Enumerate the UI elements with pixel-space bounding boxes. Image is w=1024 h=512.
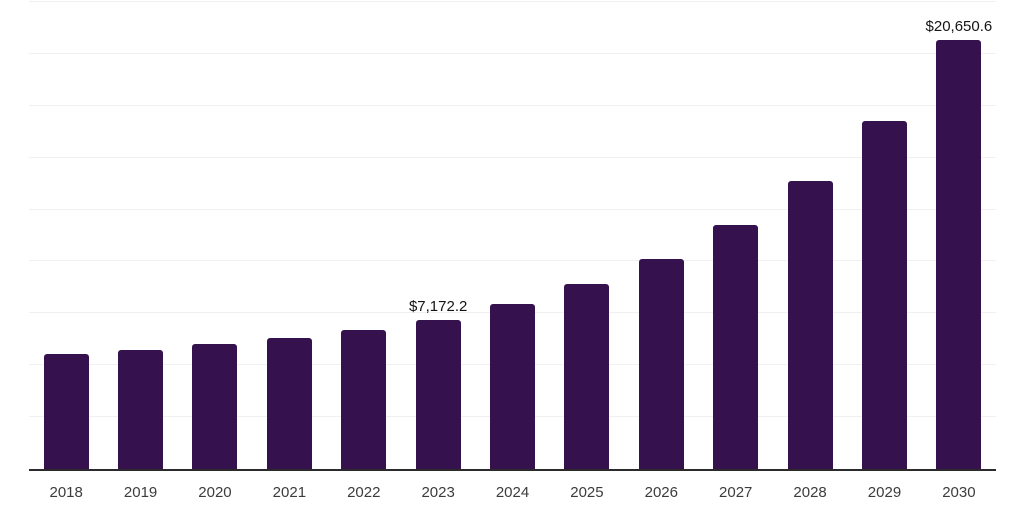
- bar-2026[interactable]: [638, 259, 684, 469]
- bar-column-2029: [847, 2, 921, 469]
- data-label-2023: $7,172.2: [408, 298, 468, 316]
- bar-column-2026: [624, 2, 698, 469]
- x-tick-2028: 2028: [793, 484, 827, 501]
- x-tick-2030: 2030: [942, 484, 976, 501]
- bar-columns: $7,172.2 $20,650.6: [29, 2, 996, 469]
- x-tick-2025: 2025: [570, 484, 604, 501]
- bar-2030[interactable]: [936, 40, 982, 469]
- bar-2028[interactable]: [787, 181, 833, 469]
- bar-2022[interactable]: [341, 330, 387, 469]
- bar-2020[interactable]: [192, 343, 238, 469]
- bar-column-2018: [29, 2, 103, 469]
- bar-2025[interactable]: [564, 283, 610, 469]
- data-label-2030: $20,650.6: [925, 18, 993, 36]
- bar-2018[interactable]: [43, 353, 89, 469]
- bar-column-2020: [178, 2, 252, 469]
- bar-column-2019: [103, 2, 177, 469]
- x-tick-2021: 2021: [272, 484, 307, 501]
- bar-column-2023: $7,172.2: [401, 2, 475, 469]
- bar-column-2021: [252, 2, 326, 469]
- x-tick-2024: 2024: [495, 484, 530, 501]
- bar-column-2024: [475, 2, 549, 469]
- bar-column-2028: [773, 2, 847, 469]
- bar-2023[interactable]: [415, 320, 461, 469]
- x-tick-2026: 2026: [644, 484, 678, 501]
- x-tick-2022: 2022: [347, 484, 381, 501]
- bar-2024[interactable]: [490, 303, 536, 469]
- bar-column-2030: $20,650.6: [922, 2, 996, 469]
- bar-column-2027: [699, 2, 773, 469]
- x-tick-2027: 2027: [719, 484, 753, 501]
- bar-2019[interactable]: [118, 349, 164, 469]
- bar-column-2025: [550, 2, 624, 469]
- bar-2027[interactable]: [713, 224, 759, 469]
- plot-area: $7,172.2 $20,650.6: [29, 1, 996, 471]
- x-axis: 2018 2019 2020 2021 2022 2023 2024 2025 2026 2027…: [29, 484, 996, 501]
- x-tick-2029: 2029: [867, 484, 902, 501]
- bar-column-2022: [327, 2, 401, 469]
- x-tick-2020: 2020: [198, 484, 232, 501]
- x-tick-2018: 2018: [49, 484, 83, 501]
- x-tick-2023: 2023: [421, 484, 455, 501]
- bar-2029[interactable]: [861, 121, 907, 469]
- bar-2021[interactable]: [266, 338, 312, 469]
- x-tick-2019: 2019: [123, 484, 158, 501]
